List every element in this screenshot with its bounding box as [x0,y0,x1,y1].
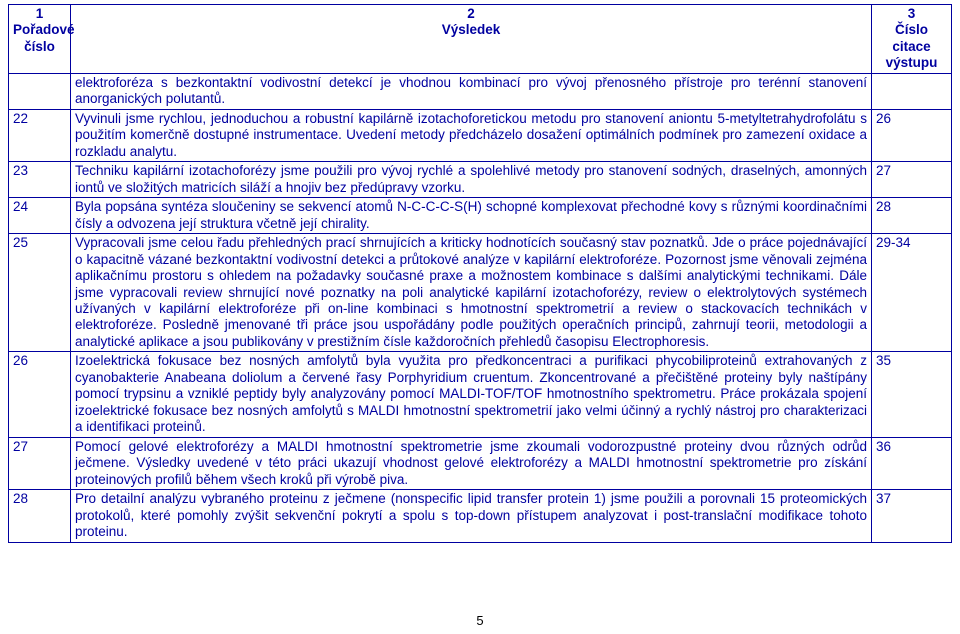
page-number: 5 [0,613,960,628]
header-col-2-label: Výsledek [442,22,501,37]
page-container: 1 Pořadové číslo 2 Výsledek 3 Číslo cita… [0,0,960,634]
row-result: elektroforéza s bezkontaktní vodivostní … [71,73,872,109]
header-col-2: 2 Výsledek [71,5,872,74]
row-number: 26 [9,352,71,437]
header-col-3-label: Číslo citace výstupu [886,22,938,70]
row-result: Vypracovali jsme celou řadu přehledných … [71,234,872,352]
row-cite: 29-34 [872,234,952,352]
table-row: 24 Byla popsána syntéza sloučeniny se se… [9,198,952,234]
row-result: Techniku kapilární izotachoforézy jsme p… [71,162,872,198]
row-result: Pro detailní analýzu vybraného proteinu … [71,490,872,542]
table-row: 22 Vyvinuli jsme rychlou, jednoduchou a … [9,109,952,161]
row-cite: 27 [872,162,952,198]
header-col-3-num: 3 [908,6,916,21]
results-table: 1 Pořadové číslo 2 Výsledek 3 Číslo cita… [8,4,952,543]
header-col-3: 3 Číslo citace výstupu [872,5,952,74]
row-result: Pomocí gelové elektroforézy a MALDI hmot… [71,437,872,489]
row-result: Vyvinuli jsme rychlou, jednoduchou a rob… [71,109,872,161]
row-number: 27 [9,437,71,489]
table-row: 23 Techniku kapilární izotachoforézy jsm… [9,162,952,198]
row-cite: 26 [872,109,952,161]
table-row: 27 Pomocí gelové elektroforézy a MALDI h… [9,437,952,489]
header-col-1-num: 1 [36,6,44,21]
row-number: 24 [9,198,71,234]
row-number [9,73,71,109]
table-body: elektroforéza s bezkontaktní vodivostní … [9,73,952,542]
row-number: 22 [9,109,71,161]
table-row: 25 Vypracovali jsme celou řadu přehledný… [9,234,952,352]
row-result: Byla popsána syntéza sloučeniny se sekve… [71,198,872,234]
row-cite: 28 [872,198,952,234]
table-row: elektroforéza s bezkontaktní vodivostní … [9,73,952,109]
row-cite [872,73,952,109]
row-number: 28 [9,490,71,542]
table-row: 28 Pro detailní analýzu vybraného protei… [9,490,952,542]
row-cite: 36 [872,437,952,489]
row-number: 23 [9,162,71,198]
row-cite: 37 [872,490,952,542]
header-col-1-label: Pořadové číslo [13,22,75,53]
table-row: 26 Izoelektrická fokusace bez nosných am… [9,352,952,437]
row-number: 25 [9,234,71,352]
header-col-1: 1 Pořadové číslo [9,5,71,74]
table-header: 1 Pořadové číslo 2 Výsledek 3 Číslo cita… [9,5,952,74]
header-col-2-num: 2 [467,6,475,21]
row-cite: 35 [872,352,952,437]
row-result: Izoelektrická fokusace bez nosných amfol… [71,352,872,437]
